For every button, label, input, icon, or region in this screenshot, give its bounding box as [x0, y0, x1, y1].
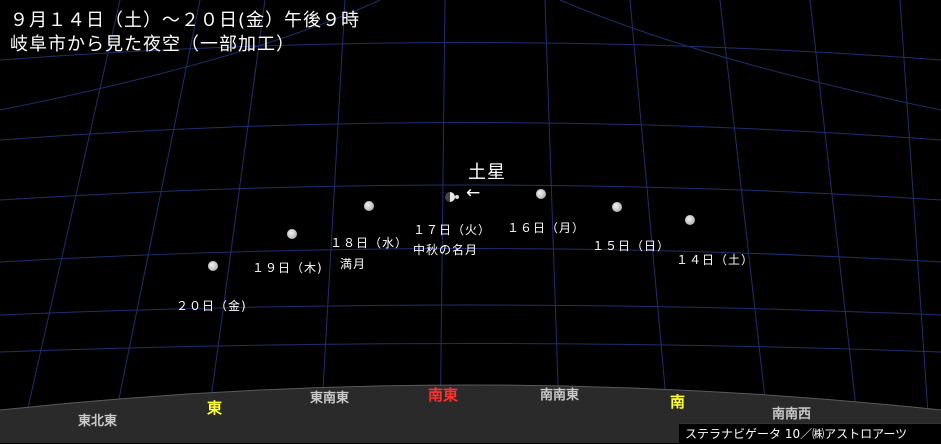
- saturn-arrow: ←: [466, 183, 482, 203]
- moon-14: [685, 215, 695, 225]
- moon-date-18: １８日（水）: [330, 236, 409, 250]
- moon-18: [364, 201, 374, 211]
- moon-20: [208, 261, 218, 271]
- moon-note-17: 中秋の名月: [413, 243, 479, 257]
- moon-16: [536, 189, 546, 199]
- saturn-label: 土星: [468, 162, 506, 183]
- software-credit: ステラナビゲータ 10／㈱アストロアーツ: [679, 423, 941, 443]
- moon-15: [612, 202, 622, 212]
- saturn-marker: [455, 195, 459, 199]
- moon-date-16: １６日（月）: [507, 221, 586, 235]
- direction-e: 東: [207, 399, 223, 417]
- moon-17: [445, 192, 455, 202]
- title-line-2: 岐阜市から見た夜空（一部加工）: [10, 34, 295, 55]
- direction-se: 南東: [428, 386, 459, 404]
- moon-19: [287, 229, 297, 239]
- moon-date-14: １４日（土）: [676, 253, 755, 267]
- horizon-line: [0, 384, 941, 411]
- direction-s: 南: [670, 393, 686, 411]
- direction-sse: 南南東: [540, 388, 580, 403]
- moon-note-18: 満月: [340, 257, 367, 271]
- moon-date-20: ２０日（金): [176, 299, 247, 313]
- moon-date-19: １９日（木): [252, 261, 323, 275]
- moon-date-17: １７日（火）: [413, 223, 492, 237]
- direction-ese: 東南東: [310, 391, 350, 406]
- title-line-1: ９月１４日（土）～２０日(金）午後９時: [10, 10, 361, 31]
- direction-ssw: 南南西: [772, 407, 812, 422]
- moon-date-15: １５日（日）: [592, 239, 671, 253]
- direction-ene: 東北東: [78, 414, 118, 429]
